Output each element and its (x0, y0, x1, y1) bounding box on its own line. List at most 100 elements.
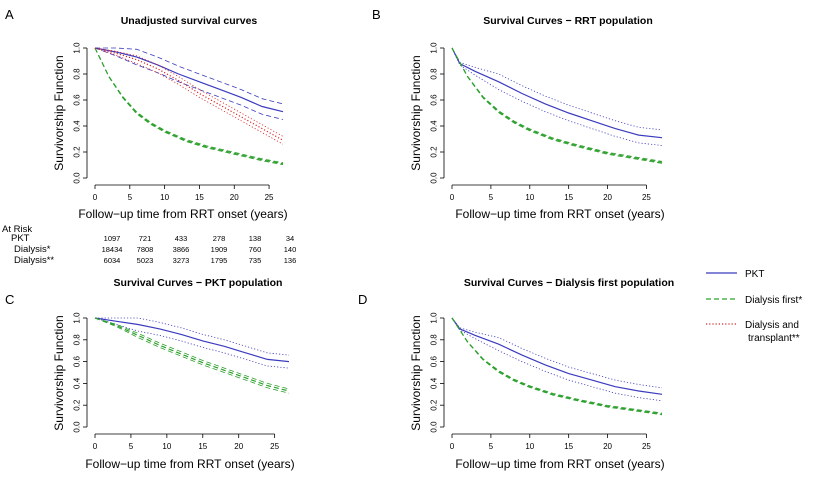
panel-d-x-tick-label: 5 (489, 442, 494, 451)
at-risk-value: 3273 (173, 256, 190, 265)
at-risk-value: 34 (286, 234, 294, 243)
legend-label-3-line2: transplant** (748, 333, 800, 344)
panel-c-x-tick-label: 15 (198, 442, 207, 451)
panel-c-title: Survival Curves − PKT population (114, 277, 283, 289)
panel-d-y-tick-label: 0.8 (430, 334, 439, 346)
panel-c-x-tick-label: 0 (93, 442, 98, 451)
panel-a-title: Unadjusted survival curves (121, 15, 258, 27)
at-risk-row-label: Dialysis** (14, 255, 54, 266)
at-risk-value: 433 (175, 234, 188, 243)
at-risk-value: 278 (213, 234, 226, 243)
at-risk-value: 1909 (211, 245, 228, 254)
panel-a-x-label: Follow−up time from RRT onset (years) (78, 207, 287, 221)
panel-d-series-2-upper-ci (451, 317, 663, 414)
panel-b-series-2-lower-ci (451, 47, 663, 164)
panel-a-x-tick-label: 0 (93, 193, 98, 202)
panel-a-series-3-upper-ci (94, 47, 284, 137)
panel-a-x-tick-label: 15 (195, 193, 204, 202)
panel-d-series-2-lower-ci (451, 317, 663, 416)
panel-d-y-tick-label: 0.6 (430, 355, 439, 367)
at-risk-value: 1795 (211, 256, 228, 265)
legend-label-3: Dialysis and (745, 320, 799, 331)
panel-a-y-tick-label: 0.8 (73, 68, 82, 80)
panel-c-x-tick-label: 10 (162, 442, 171, 451)
panel-b-x-tick-label: 5 (489, 193, 494, 202)
at-risk-value: 3866 (173, 245, 190, 254)
panel-c-y-tick-label: 0.8 (73, 334, 82, 346)
panel-d-y-tick-label: 0.4 (430, 377, 439, 389)
panel-d-series-2-line (451, 317, 663, 415)
panel-d-x-tick-label: 15 (564, 442, 573, 451)
panel-b-y-tick-label: 1.0 (430, 42, 439, 54)
at-risk-value: 138 (249, 234, 262, 243)
panel-d-x-tick-label: 20 (603, 442, 612, 451)
at-risk-value: 735 (249, 256, 262, 265)
legend-label-2: Dialysis first* (745, 295, 802, 306)
panel-b-x-tick-label: 20 (603, 193, 612, 202)
panel-c-y-tick-label: 0.2 (73, 399, 82, 411)
panel-a-series-2-lower-ci (94, 47, 284, 166)
panel-d-y-tick-label: 0.2 (430, 399, 439, 411)
panel-d-title: Survival Curves − Dialysis first populat… (464, 277, 674, 289)
panel-a-series-1-upper-ci (95, 47, 284, 105)
at-risk-value: 18434 (102, 245, 123, 254)
panel-b-series-1-upper-ci (451, 47, 663, 131)
at-risk-value: 6034 (104, 256, 121, 265)
panel-b-y-tick-label: 0.4 (430, 120, 439, 132)
panel-d-series-1-line (451, 317, 663, 395)
panel-a-y-tick-label: 1.0 (73, 42, 82, 54)
panel-d-x-tick-label: 10 (525, 442, 534, 451)
panel-a-series-1-lower-ci (94, 47, 284, 120)
at-risk-value: 1097 (104, 234, 121, 243)
panel-d-series-1-upper-ci (451, 317, 663, 389)
panel-b-series-1-line (451, 47, 663, 139)
panel-b-title: Survival Curves − RRT population (483, 15, 653, 27)
panel-a-series-3-line (94, 47, 284, 141)
at-risk-value: 760 (249, 245, 262, 254)
panel-b-y-tick-label: 0.2 (430, 146, 439, 158)
panel-c-y-label: Survivorship Function (52, 315, 66, 430)
panel-b-series-2-upper-ci (451, 47, 663, 162)
panel-c-x-label: Follow−up time from RRT onset (years) (85, 457, 294, 471)
panel-d-x-tick-label: 25 (642, 442, 651, 451)
panel-b-y-tick-label: 0.8 (430, 68, 439, 80)
panel-c-y-tick-label: 1.0 (73, 312, 82, 324)
at-risk-value: 136 (284, 256, 297, 265)
at-risk-row-label: Dialysis* (14, 244, 51, 255)
panel-b-x-tick-label: 15 (564, 193, 573, 202)
panel-a-y-label: Survivorship Function (52, 55, 66, 170)
at-risk-value: 721 (139, 234, 152, 243)
panel-c-x-tick-label: 25 (270, 442, 279, 451)
panel-d-y-label: Survivorship Function (409, 315, 423, 430)
panel-c-series-2-upper-ci (94, 317, 290, 390)
panel-a-y-tick-label: 0.0 (73, 172, 82, 184)
panel-a-series-3-lower-ci (94, 47, 284, 145)
panel-b-x-tick-label: 10 (525, 193, 534, 202)
panel-a-x-tick-label: 25 (265, 193, 274, 202)
panel-c-series-1-upper-ci (95, 317, 290, 356)
panel-c-series-2-line (94, 317, 290, 392)
panel-d-letter: D (358, 292, 367, 307)
panel-d-x-label: Follow−up time from RRT onset (years) (455, 457, 664, 471)
panel-a-y-tick-label: 0.6 (73, 94, 82, 106)
panel-b-series-2-line (451, 47, 663, 163)
panel-a-y-tick-label: 0.4 (73, 120, 82, 132)
panel-c-series-1-line (94, 317, 290, 363)
panel-b-y-label: Survivorship Function (409, 55, 423, 170)
panel-b-x-label: Follow−up time from RRT onset (years) (455, 207, 664, 221)
panel-a-series-2-line (94, 47, 284, 165)
panel-c-letter: C (5, 292, 14, 307)
panel-c-y-tick-label: 0.0 (73, 421, 82, 433)
panel-b-y-tick-label: 0.0 (430, 172, 439, 184)
panel-a-x-tick-label: 20 (230, 193, 239, 202)
at-risk-header: At Risk (2, 224, 32, 235)
panel-b-series-1-lower-ci (451, 47, 663, 146)
panel-d-y-tick-label: 0.0 (430, 421, 439, 433)
panel-c-x-tick-label: 20 (234, 442, 243, 451)
legend-label-1: PKT (745, 269, 764, 280)
panel-a-x-tick-label: 5 (128, 193, 133, 202)
at-risk-row-label: PKT (11, 233, 30, 244)
panel-a-x-tick-label: 10 (160, 193, 169, 202)
at-risk-value: 5023 (137, 256, 154, 265)
